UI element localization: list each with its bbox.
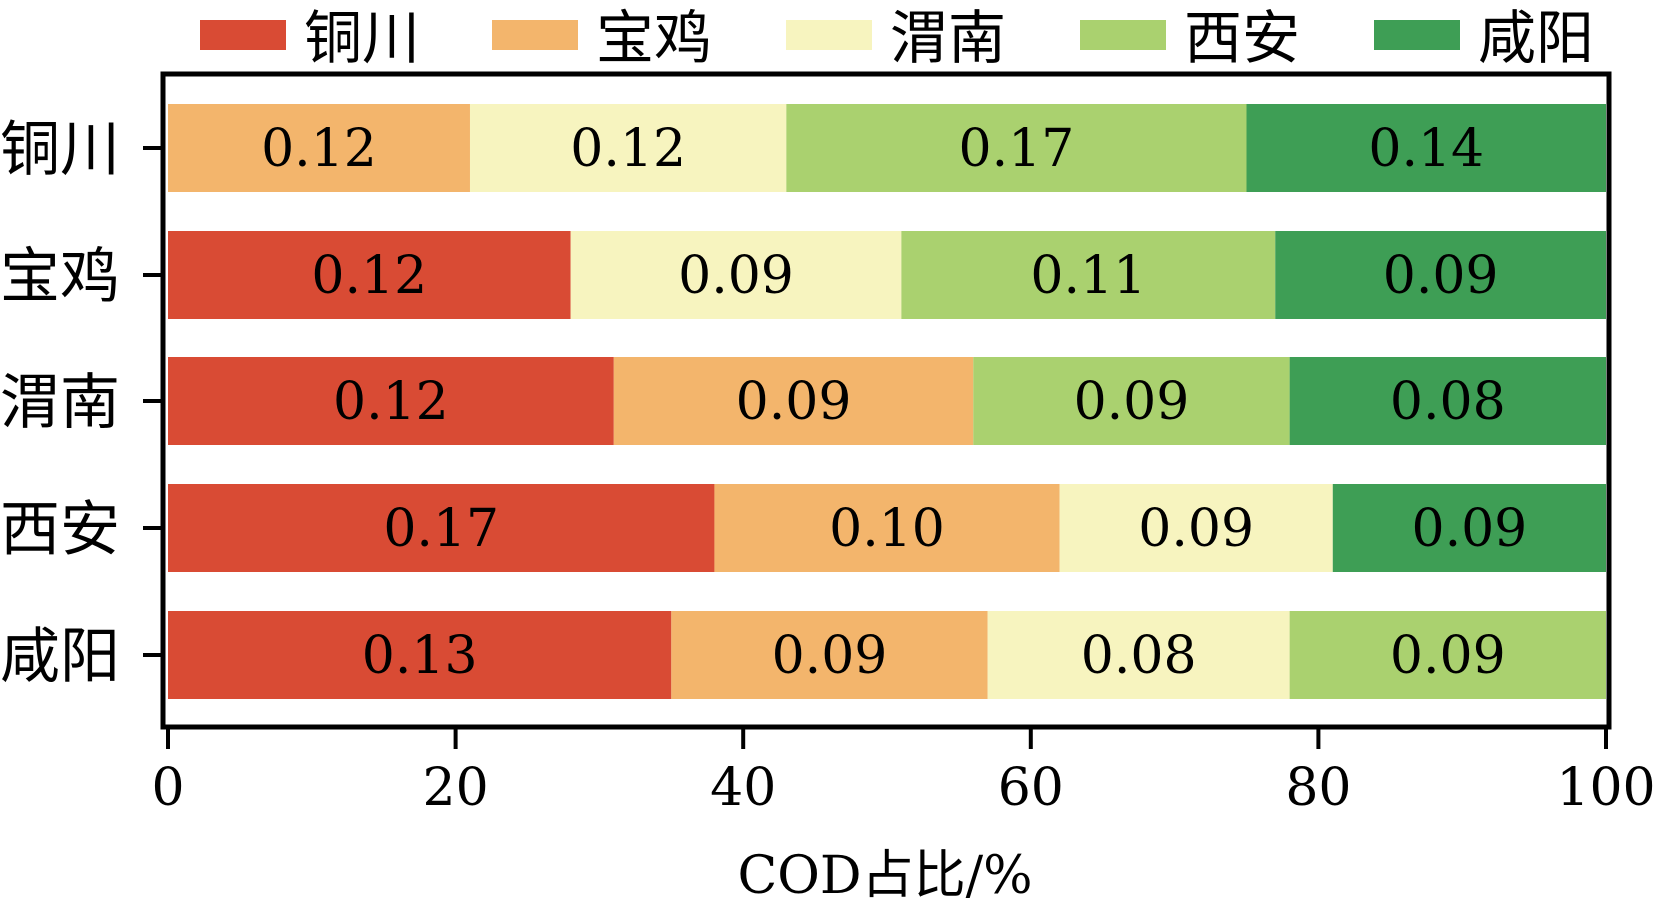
bar-segment (1246, 104, 1606, 192)
bar-segment (168, 611, 672, 699)
y-tick-label: 宝鸡 (0, 242, 120, 312)
data-label: 0.08 (1390, 372, 1506, 432)
x-tick-label: 60 (998, 758, 1064, 818)
legend: 铜川 宝鸡 渭南 西安 咸阳 (200, 4, 1594, 72)
legend-label: 西安 (1184, 4, 1300, 72)
bar-segment (168, 484, 715, 572)
data-label: 0.17 (959, 119, 1075, 179)
x-tick-label: 20 (423, 758, 489, 818)
bar-segment (901, 231, 1276, 319)
legend-label: 宝鸡 (596, 4, 712, 72)
legend-swatch (786, 20, 872, 50)
data-label: 0.14 (1368, 119, 1484, 179)
bar-segment (469, 104, 787, 192)
data-label: 0.10 (829, 499, 945, 559)
legend-label: 渭南 (890, 4, 1006, 72)
data-label: 0.09 (736, 372, 852, 432)
bar-segment (714, 484, 1060, 572)
data-label: 0.09 (772, 626, 888, 686)
bar-segment (168, 231, 571, 319)
bar-segment (786, 104, 1247, 192)
data-label: 0.11 (1030, 246, 1146, 306)
bar-segment (613, 357, 974, 445)
data-label: 0.09 (1138, 499, 1254, 559)
data-label: 0.09 (678, 246, 794, 306)
bars: 0.12 0.12 0.17 0.14 0.12 0.09 0.11 0.09 0.12 0.09… (168, 104, 1606, 699)
bar-segment (1332, 484, 1606, 572)
x-axis-label: COD占比/% (737, 846, 1032, 906)
data-label: 0.08 (1081, 626, 1197, 686)
bar-segment (987, 611, 1290, 699)
bar-segment (1275, 231, 1606, 319)
bar-segment (168, 104, 470, 192)
data-label: 0.09 (1383, 246, 1499, 306)
legend-swatch (1374, 20, 1460, 50)
bar-segment (1289, 357, 1606, 445)
data-label: 0.09 (1411, 499, 1527, 559)
bar-segment (973, 357, 1290, 445)
x-tick-label: 0 (151, 758, 184, 818)
x-tick-label: 100 (1556, 758, 1654, 818)
bar-segment (671, 611, 988, 699)
legend-swatch (492, 20, 578, 50)
bar-segment (570, 231, 902, 319)
data-label: 0.13 (362, 626, 478, 686)
data-label: 0.12 (261, 119, 377, 179)
bar-segment (1059, 484, 1333, 572)
data-label: 0.09 (1390, 626, 1506, 686)
data-label: 0.12 (570, 119, 686, 179)
bar-segment (1289, 611, 1606, 699)
legend-swatch (1080, 20, 1166, 50)
legend-label: 咸阳 (1478, 4, 1594, 72)
bar-segment (168, 357, 614, 445)
legend-swatch (200, 20, 286, 50)
data-label: 0.12 (333, 372, 449, 432)
y-tick-label: 西安 (0, 495, 120, 565)
x-tick-label: 80 (1285, 758, 1351, 818)
y-tick-label: 渭南 (0, 368, 120, 438)
legend-label: 铜川 (304, 4, 420, 72)
data-label: 0.12 (311, 246, 427, 306)
y-tick-label: 铜川 (0, 115, 120, 185)
data-label: 0.17 (383, 499, 499, 559)
x-tick-label: 40 (710, 758, 776, 818)
y-tick-label: 咸阳 (0, 622, 120, 692)
data-label: 0.09 (1074, 372, 1190, 432)
